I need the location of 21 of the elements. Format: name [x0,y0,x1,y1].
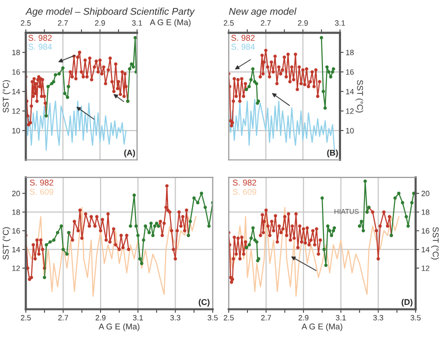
text: S. 609 [232,188,256,195]
text: S. 982 [30,180,54,186]
chart-title: New age model [229,8,296,17]
x-axis-title: A G E (Ma) [98,323,140,332]
text: S. 982 [28,34,52,41]
y-axis-title: SST (°C) [431,227,439,260]
annotation: (B) [327,150,338,158]
text: S. 984 [231,44,255,50]
annotation: (C) [198,298,210,307]
x-axis-title: A G E (Ma) [150,19,191,27]
series-label: S. 982 [231,34,255,41]
x-axis-title: A G E (Ma) [302,323,342,332]
y-axis-title: SST (°C) [2,80,10,113]
annotation: (A) [124,150,135,158]
text: S. 982 [232,180,256,186]
y-axis-title: SST (°C) [355,80,364,112]
text: S. 609 [30,188,54,195]
text: S. 984 [28,44,52,50]
y-axis-title: SST (°C) [2,227,10,260]
annotation: (D) [402,298,412,307]
chart-title: Age model – Shipboard Scientific Party [25,8,195,17]
